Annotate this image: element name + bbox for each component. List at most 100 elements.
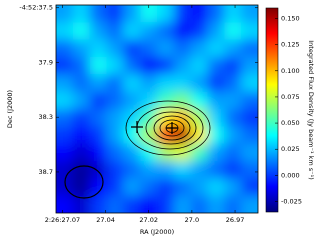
image-cell: [140, 22, 158, 41]
image-cell: [207, 39, 225, 58]
image-cell: [157, 143, 175, 162]
image-cell: [224, 195, 242, 213]
image-cell: [190, 74, 208, 93]
image-cell: [123, 161, 141, 179]
image-cell: [207, 178, 225, 197]
image-cell: [190, 5, 208, 23]
image-cell: [207, 126, 225, 145]
image-cell: [224, 178, 242, 197]
image-cell: [72, 39, 91, 58]
colorbar-tick-label: 0.100: [281, 67, 300, 75]
image-cell: [72, 195, 91, 213]
image-cell: [190, 91, 208, 110]
image-cell: [72, 74, 91, 93]
image-cell: [106, 195, 124, 213]
image-cell: [140, 39, 158, 58]
image-cell: [190, 143, 208, 162]
image-cell: [123, 143, 141, 162]
image-cell: [123, 74, 141, 93]
beam: [64, 165, 104, 199]
image-cell: [140, 178, 158, 197]
image-cell: [241, 143, 258, 162]
image-cell: [224, 109, 242, 127]
image-cell: [241, 5, 258, 23]
image-cell: [89, 39, 107, 58]
colorbar-tick-label: 0.050: [281, 119, 300, 127]
y-tick-label: 37.9: [39, 58, 53, 66]
image-cell: [72, 178, 91, 197]
image-cell: [89, 91, 107, 110]
image-area: [56, 5, 258, 213]
image-cell: [157, 178, 175, 197]
colorbar-tick-label: 0.150: [281, 14, 300, 22]
x-axis-label: RA (J2000): [140, 228, 174, 236]
image-cell: [157, 5, 175, 23]
image-cell: [123, 22, 141, 41]
image-cell: [56, 39, 74, 58]
image-cell: [190, 126, 208, 145]
image-cell: [89, 22, 107, 41]
image-cell: [190, 39, 208, 58]
colorbar-tick-label: 0.000: [281, 171, 300, 179]
image-cell: [56, 74, 74, 93]
image-cell: [106, 109, 124, 127]
image-cell: [89, 74, 107, 93]
image-cell: [207, 109, 225, 127]
image-cell: [224, 91, 242, 110]
image-cell: [207, 161, 225, 179]
image-cell: [89, 126, 107, 145]
image-cell: [241, 74, 258, 93]
x-tick-label: 26.97: [226, 216, 245, 224]
image-cell: [224, 74, 242, 93]
image-cell: [173, 143, 192, 162]
image-cell: [106, 178, 124, 197]
x-tick-label: 27.02: [139, 216, 158, 224]
image-cell: [241, 161, 258, 179]
image-cell: [89, 161, 107, 179]
plot-frame: [55, 4, 259, 214]
image-cell: [56, 22, 74, 41]
image-cell: [224, 161, 242, 179]
image-cell: [241, 22, 258, 41]
markers: [131, 121, 178, 134]
image-cell: [241, 91, 258, 110]
image-cell: [157, 74, 175, 93]
image-cell: [190, 195, 208, 213]
image-cell: [140, 91, 158, 110]
image-cell: [56, 5, 74, 23]
image-cell: [157, 22, 175, 41]
image-cell: [157, 195, 175, 213]
image-cell: [123, 91, 141, 110]
image-cell: [106, 126, 124, 145]
image-cell: [72, 143, 91, 162]
image-cell: [123, 109, 141, 127]
image-cell: [173, 195, 192, 213]
image-cell: [106, 91, 124, 110]
image-cell: [157, 91, 175, 110]
image-cell: [241, 109, 258, 127]
image-cell: [123, 5, 141, 23]
image-cell: [89, 178, 107, 197]
image-cell: [56, 57, 74, 75]
image-cell: [106, 5, 124, 23]
image-cell: [224, 22, 242, 41]
image-cell: [173, 178, 192, 197]
contour: [145, 111, 197, 145]
image-cell: [123, 126, 141, 145]
image-cells: [56, 5, 258, 213]
image-cell: [56, 91, 74, 110]
image-cell: [224, 57, 242, 75]
contour: [159, 119, 185, 137]
image-cell: [173, 74, 192, 93]
image-cell: [207, 57, 225, 75]
image-cell: [224, 5, 242, 23]
colorbar-label: Integrated Flux Density (Jy beam⁻¹ km s⁻…: [307, 40, 315, 180]
image-cell: [72, 91, 91, 110]
colorbar-tick-label: 0.125: [281, 41, 300, 49]
image-cell: [241, 126, 258, 145]
colorbar-tick-label: 0.075: [281, 93, 300, 101]
image-cell: [72, 126, 91, 145]
image-cell: [173, 39, 192, 58]
image-cell: [72, 109, 91, 127]
image-cell: [56, 178, 74, 197]
